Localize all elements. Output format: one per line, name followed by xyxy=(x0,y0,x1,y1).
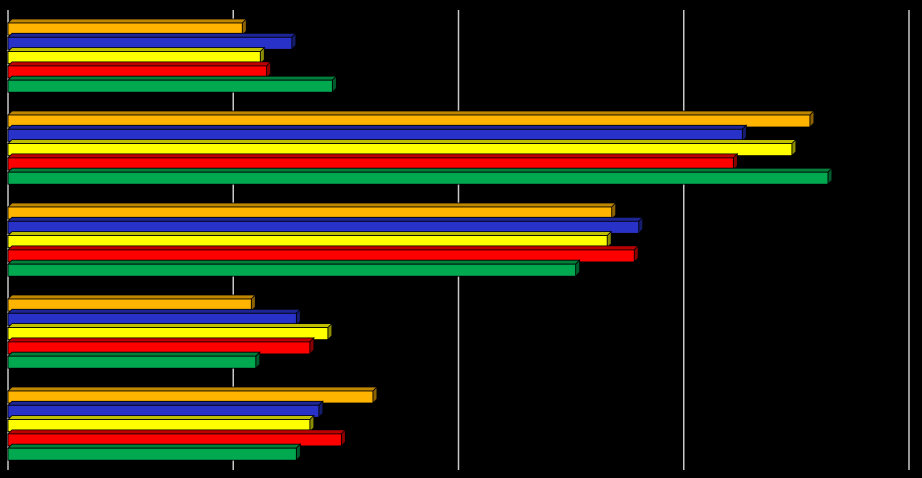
bar-top-face xyxy=(7,124,748,130)
bar-cat3-series5 xyxy=(7,259,581,278)
bar-top-face xyxy=(7,443,302,449)
bar-cat3-series4 xyxy=(7,244,640,263)
bar-top-face xyxy=(7,153,739,159)
bar-cat5-series5 xyxy=(7,443,302,462)
bar-top-face xyxy=(7,110,815,116)
bar-top-face xyxy=(7,47,266,52)
bar-top-face xyxy=(7,167,833,173)
bar-front-face xyxy=(7,79,333,93)
bar-cat2-series5 xyxy=(7,167,833,186)
bar-cat1-series4 xyxy=(7,60,272,79)
bar-cat4-series3 xyxy=(7,322,333,341)
bar-cat4-series5 xyxy=(7,351,261,370)
bar-top-face xyxy=(7,18,248,24)
bar-front-face xyxy=(7,171,829,185)
bar-front-face xyxy=(7,263,577,277)
bar-cat4-series2 xyxy=(7,308,302,327)
bar-cat1-series1 xyxy=(7,18,248,36)
bar-top-face xyxy=(7,294,257,300)
bar-cat2-series4 xyxy=(7,152,739,171)
bar-top-face xyxy=(7,231,613,237)
bar-top-face xyxy=(7,415,315,421)
bar-cat2-series1 xyxy=(7,110,815,128)
bar-top-face xyxy=(7,75,338,81)
bar-top-face xyxy=(7,202,617,208)
bar-cat5-series1 xyxy=(7,386,378,404)
bar-cat2-series3 xyxy=(7,138,797,157)
bar-top-face xyxy=(7,308,302,314)
bar-cat5-series3 xyxy=(7,414,315,433)
bar-front-face xyxy=(7,355,257,369)
bar-cat4-series4 xyxy=(7,336,315,355)
bar-top-face xyxy=(7,400,324,406)
bars xyxy=(7,18,833,462)
bar-cat5-series2 xyxy=(7,400,324,419)
bar-cat3-series3 xyxy=(7,230,613,249)
bar-top-face xyxy=(7,337,315,343)
bar-cat3-series2 xyxy=(7,216,644,235)
bar-top-face xyxy=(7,216,644,222)
bar-front-face xyxy=(7,447,297,461)
bar-top-face xyxy=(7,139,797,145)
bar-top-face xyxy=(7,323,333,329)
bar-cat3-series1 xyxy=(7,202,617,220)
bar-top-face xyxy=(7,61,272,67)
bar-cat4-series1 xyxy=(7,294,257,312)
bar-cat1-series3 xyxy=(7,46,266,65)
bar-cat1-series2 xyxy=(7,32,297,51)
bar-top-face xyxy=(7,429,347,435)
bar-top-face xyxy=(7,32,297,38)
bar-top-face xyxy=(7,259,581,265)
bar-top-face xyxy=(7,386,378,392)
bar-top-face xyxy=(7,351,261,357)
bar-cat5-series4 xyxy=(7,428,347,447)
bar-top-face xyxy=(7,245,640,251)
bar-cat1-series5 xyxy=(7,75,338,94)
bar-cat2-series2 xyxy=(7,124,748,143)
